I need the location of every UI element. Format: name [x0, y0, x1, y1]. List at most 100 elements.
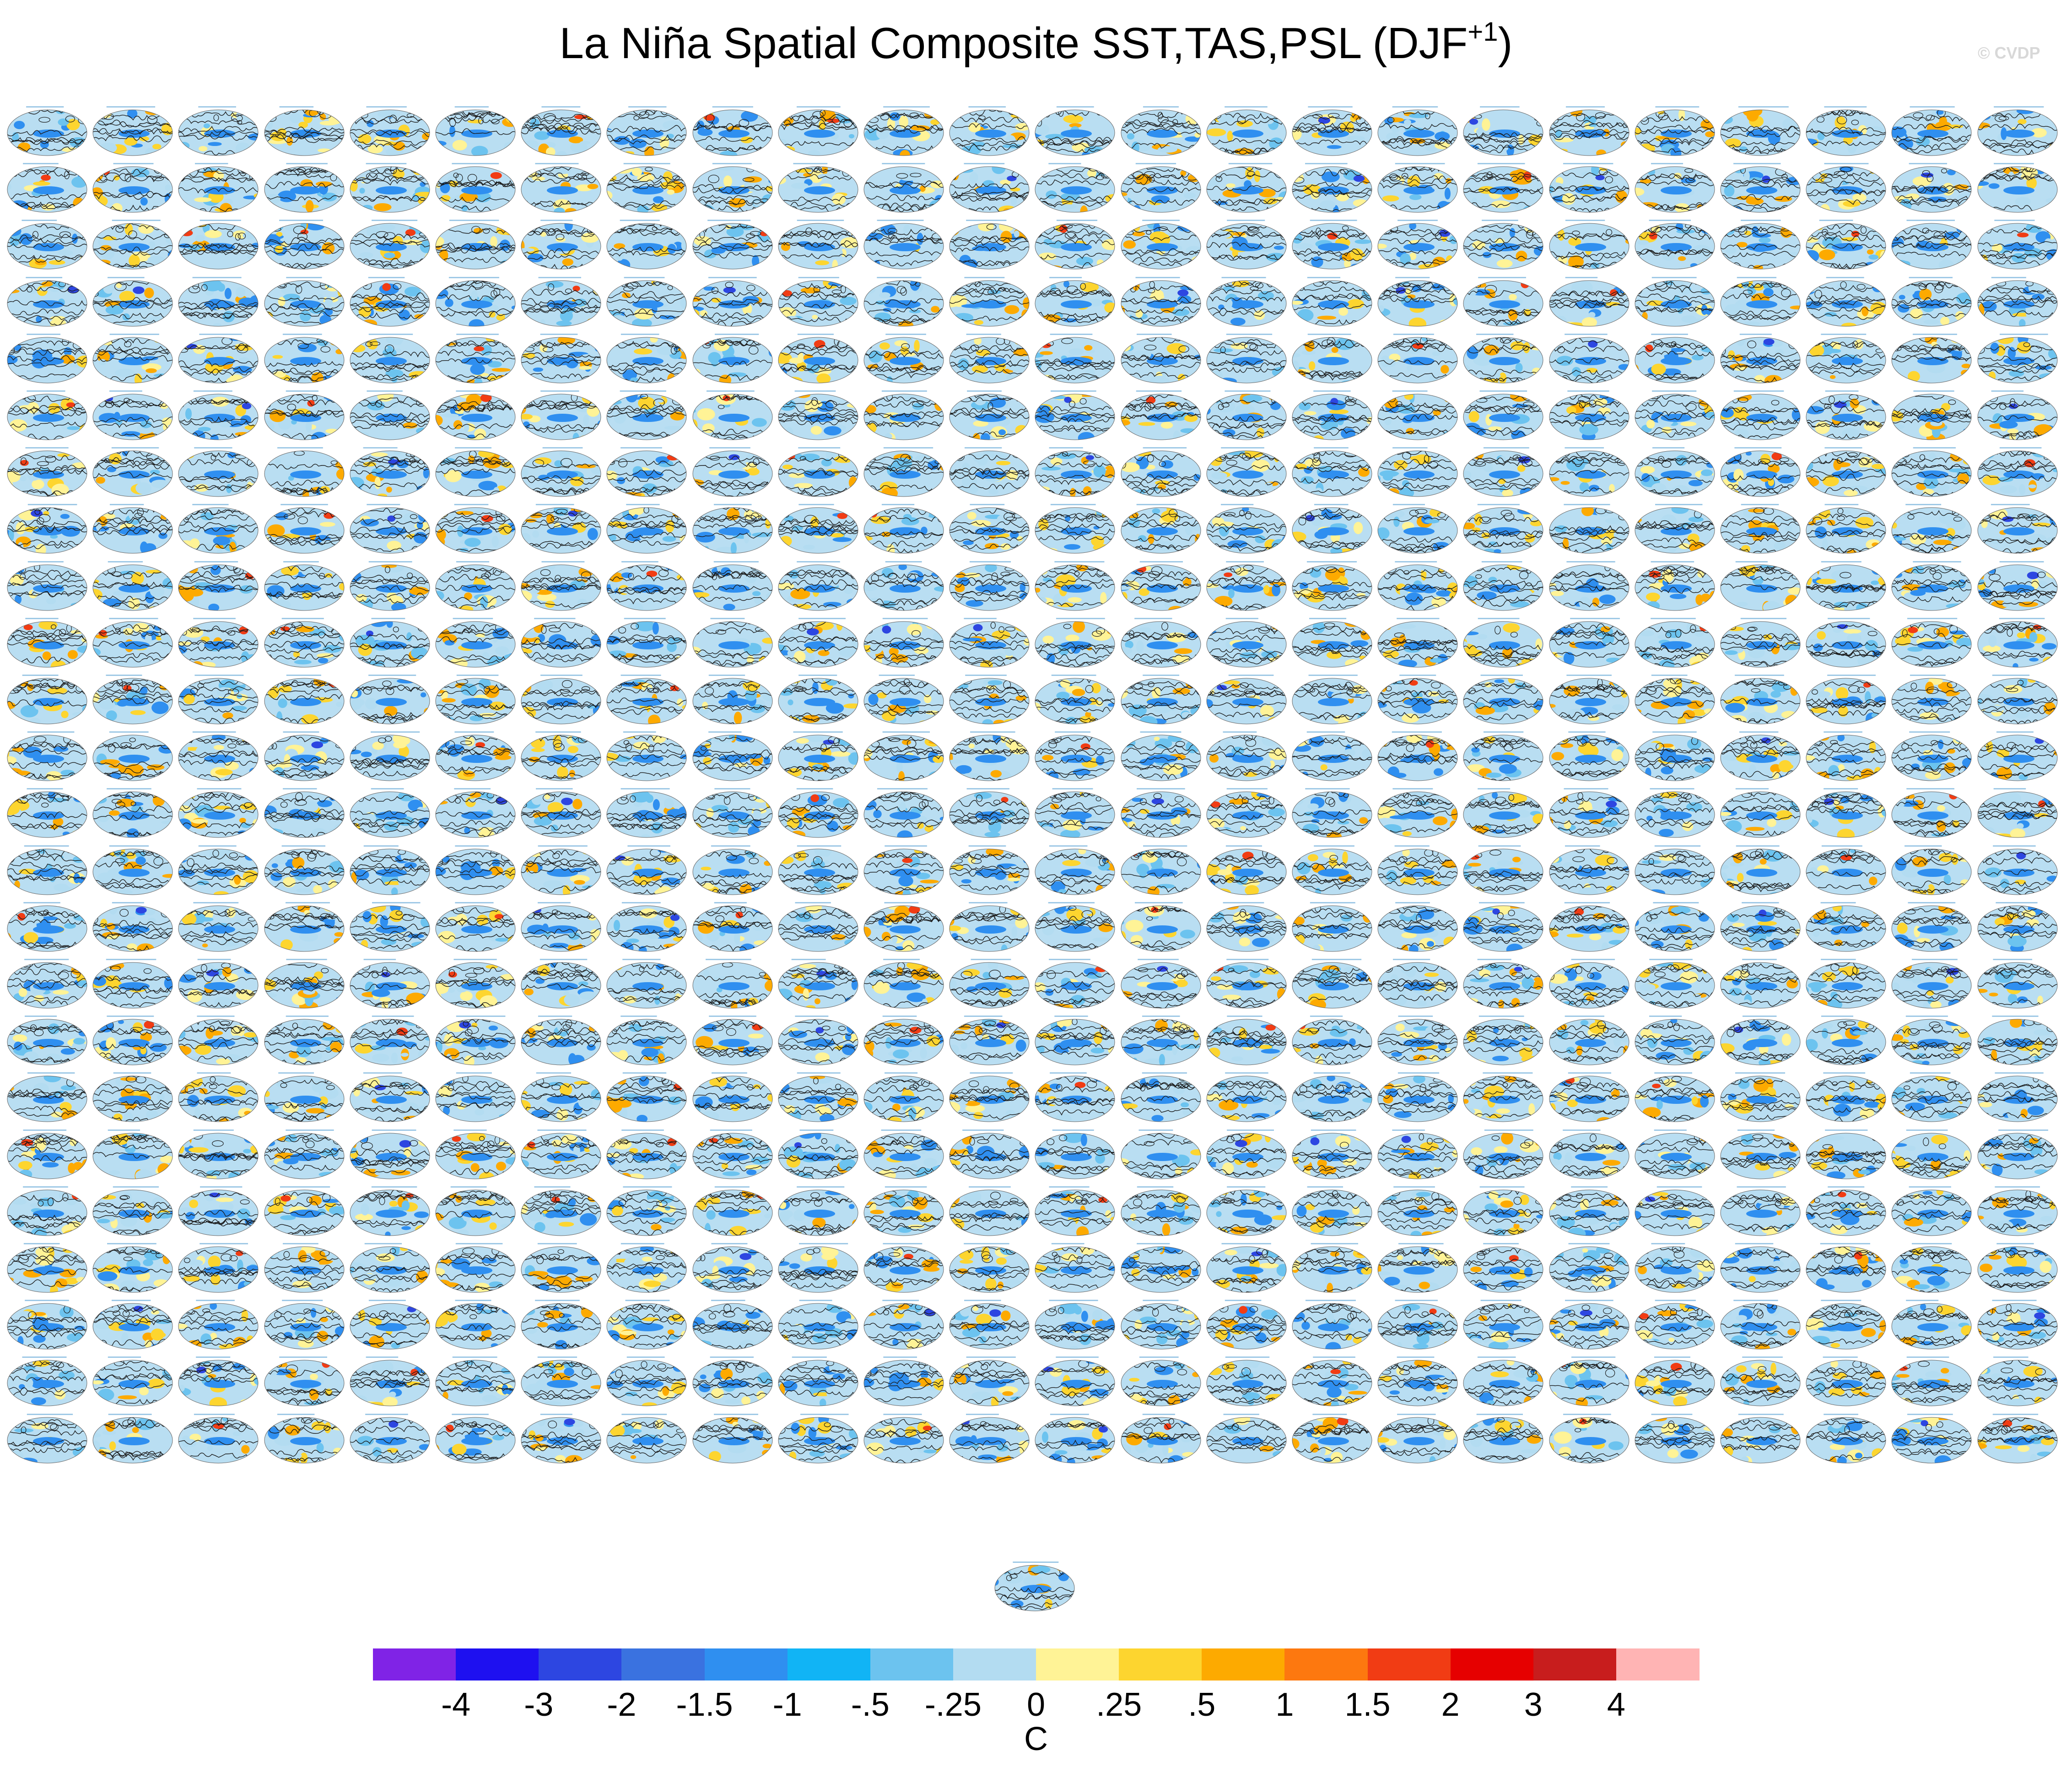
map-panel — [777, 1242, 859, 1294]
map-panel — [1120, 1185, 1202, 1237]
map-panel — [1291, 276, 1373, 328]
map-panel — [777, 276, 859, 328]
map-panel — [264, 1299, 345, 1351]
map-panel — [264, 1356, 345, 1408]
map-panel — [1291, 389, 1373, 442]
map-panel — [863, 730, 944, 783]
map-panel — [1377, 560, 1458, 612]
map-panel — [777, 617, 859, 669]
map-panel — [1805, 1299, 1887, 1351]
map-panel — [777, 105, 859, 157]
map-panel — [692, 219, 773, 271]
map-panel — [1720, 333, 1801, 385]
map-panel — [1891, 844, 1972, 897]
map-panel — [1805, 1185, 1887, 1237]
map-panel — [692, 446, 773, 498]
map-panel — [349, 105, 431, 157]
map-panel — [949, 1015, 1030, 1067]
map-panel — [92, 503, 173, 555]
map-panel — [1720, 1185, 1801, 1237]
map-panel — [1891, 1242, 1972, 1294]
map-panel — [264, 1015, 345, 1067]
map-panel — [178, 560, 259, 612]
map-panel — [1634, 1071, 1716, 1124]
map-panel — [777, 674, 859, 726]
map-panel — [1891, 333, 1972, 385]
map-panel — [949, 276, 1030, 328]
map-panel — [692, 617, 773, 669]
map-panel — [777, 1413, 859, 1465]
map-panel — [1977, 219, 2058, 271]
map-panel — [1720, 674, 1801, 726]
map-panel — [1034, 958, 1116, 1010]
map-panel — [520, 958, 602, 1010]
map-panel — [1206, 503, 1287, 555]
map-panel — [777, 560, 859, 612]
map-panel — [1120, 958, 1202, 1010]
map-panel — [777, 1185, 859, 1237]
map-panel — [1805, 1129, 1887, 1181]
map-panel — [949, 1299, 1030, 1351]
map-panel — [264, 844, 345, 897]
map-panel — [1377, 674, 1458, 726]
map-panel — [1720, 162, 1801, 214]
map-panel — [1034, 730, 1116, 783]
map-panel — [349, 1413, 431, 1465]
map-panel — [1120, 503, 1202, 555]
map-panel — [1291, 560, 1373, 612]
map-panel — [1206, 1185, 1287, 1237]
map-panel — [6, 162, 88, 214]
colorbar-tick-label: -3 — [493, 1684, 584, 1725]
map-panel — [6, 674, 88, 726]
map-panel — [264, 1071, 345, 1124]
map-panel — [435, 276, 516, 328]
map-panel — [1291, 333, 1373, 385]
map-panel — [949, 219, 1030, 271]
map-panel — [1891, 730, 1972, 783]
map-panel — [435, 105, 516, 157]
map-panel — [349, 276, 431, 328]
map-panel — [1720, 219, 1801, 271]
map-panel — [1291, 617, 1373, 669]
map-panel — [1805, 844, 1887, 897]
map-panel — [1720, 844, 1801, 897]
map-panel — [1462, 1185, 1544, 1237]
map-panel — [692, 1413, 773, 1465]
colorbar-swatch — [1284, 1648, 1368, 1681]
map-panel — [435, 787, 516, 839]
map-panel — [1720, 1356, 1801, 1408]
map-panel — [1291, 1413, 1373, 1465]
map-panel — [1977, 162, 2058, 214]
map-panel — [1891, 503, 1972, 555]
map-panel — [1634, 219, 1716, 271]
map-panel — [92, 617, 173, 669]
map-panel — [606, 105, 687, 157]
map-panel — [1377, 162, 1458, 214]
map-panel — [349, 1015, 431, 1067]
map-panel — [606, 1129, 687, 1181]
map-panel — [178, 446, 259, 498]
map-panel — [1977, 958, 2058, 1010]
map-panel — [1977, 787, 2058, 839]
map-panel — [1891, 1185, 1972, 1237]
map-panel — [1720, 787, 1801, 839]
map-panel — [1720, 901, 1801, 953]
map-panel — [1549, 901, 1630, 953]
map-panel — [863, 958, 944, 1010]
map-panel — [1634, 1185, 1716, 1237]
map-panel — [1034, 787, 1116, 839]
colorbar-swatch — [621, 1648, 705, 1681]
map-panel — [1034, 674, 1116, 726]
colorbar-units: C — [990, 1718, 1082, 1760]
map-panel — [1206, 560, 1287, 612]
map-panel — [92, 105, 173, 157]
map-panel — [1377, 446, 1458, 498]
map-panel — [520, 1413, 602, 1465]
map-panel — [949, 560, 1030, 612]
map-panel — [1805, 901, 1887, 953]
map-panel — [1291, 105, 1373, 157]
map-panel — [692, 162, 773, 214]
map-panel — [92, 333, 173, 385]
map-panel — [692, 1242, 773, 1294]
